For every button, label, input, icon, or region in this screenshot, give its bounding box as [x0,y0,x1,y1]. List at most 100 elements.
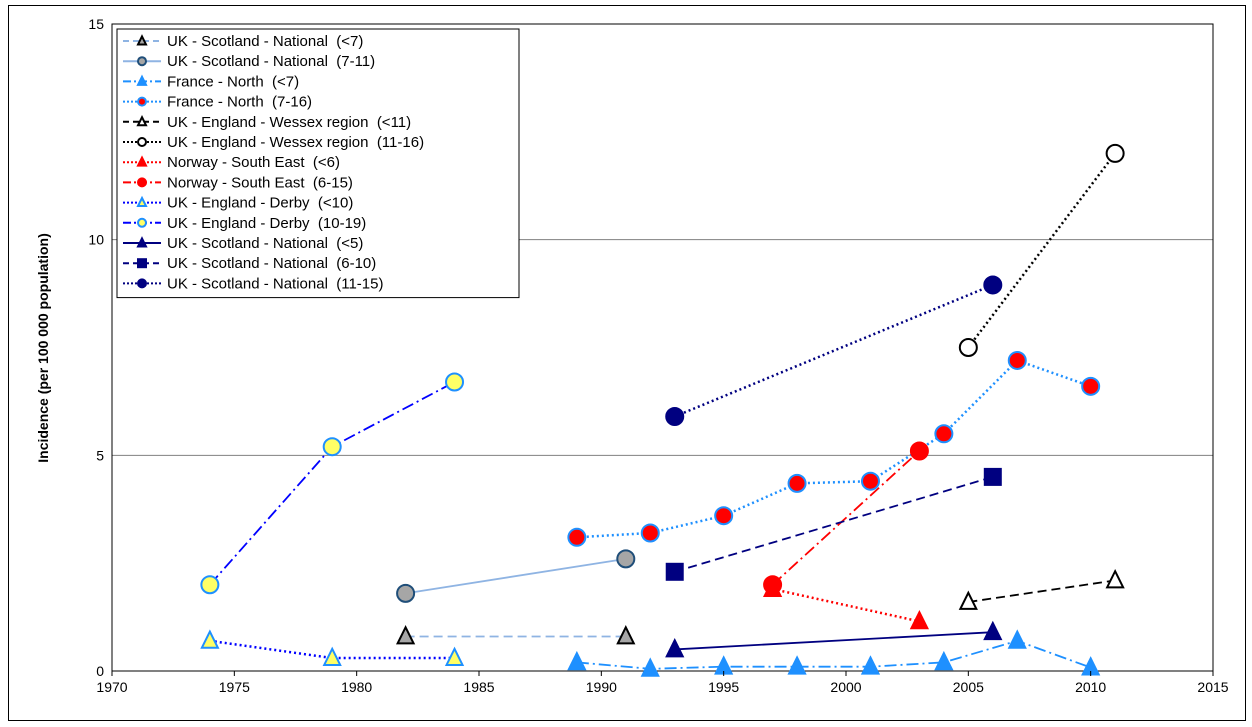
legend-swatch-marker [137,96,147,107]
series-4 [958,568,1125,610]
legend-box [116,28,520,299]
data-point [958,338,978,357]
data-point [1007,629,1027,649]
legend-item: UK - Scotland - National (11-15) [123,275,383,292]
data-point [787,655,807,675]
data-point [983,620,1003,641]
data-point [395,625,416,645]
data-point [665,637,685,658]
legend-item: UK - Scotland - National (<5) [123,235,363,252]
data-point [909,441,929,461]
legend-label: UK - Scotland - National (7-11) [167,53,375,70]
data-point [616,549,636,569]
x-tick-label: 1990 [586,679,617,695]
legend: UK - Scotland - National (<7) UK - Scotla… [116,28,520,299]
legend-swatch-marker [137,177,147,188]
x-tick-label: 1980 [341,679,372,695]
x-tick-label: 1975 [219,679,250,695]
legend-item: UK - Scotland - National (7-11) [123,53,375,70]
x-tick-label: 2005 [953,679,984,695]
series-line [772,587,920,623]
legend-swatch-marker [136,114,148,127]
data-point [909,609,930,630]
data-point [396,583,416,603]
x-tick-label: 1985 [463,679,494,695]
legend-item: UK - Scotland - National (<7) [123,33,363,50]
data-point [444,646,465,666]
legend-label: UK - Scotland - National (<5) [167,235,363,252]
data-point [714,506,734,526]
series-line [576,358,1092,539]
data-point [445,372,465,392]
data-point [200,575,220,595]
data-point [1105,568,1125,589]
y-tick-label: 10 [88,232,104,248]
data-point [640,523,660,543]
legend-item: UK - Scotland - National (6-10) [123,255,376,272]
legend-swatch-marker [136,155,148,167]
series-line [405,557,626,595]
data-point [616,625,636,645]
legend-label: UK - England - Derby (<10) [167,195,353,212]
data-point [983,467,1002,486]
data-point [1007,350,1027,370]
data-point [787,473,807,493]
series-9 [200,372,465,595]
series-2 [567,629,1101,677]
series-7 [763,441,929,595]
legend-swatch-marker [136,236,148,248]
series-line [209,381,455,586]
data-point [1105,143,1125,163]
legend-swatch-marker [136,195,148,208]
plot-area [111,23,1214,672]
data-point [322,646,342,666]
series-12 [665,275,1003,427]
legend-item: UK - England - Wessex region (<11) [123,114,411,131]
y-tick-label: 5 [96,447,104,463]
legend-label: UK - Scotland - National (6-10) [167,255,376,272]
legend-item: UK - England - Derby (10-19) [123,215,366,232]
y-tick-label: 0 [96,663,104,679]
series-line [771,450,921,586]
data-point [567,650,587,671]
series-layer [200,143,1125,677]
data-point [1081,376,1101,396]
data-point [983,275,1003,295]
legend-swatch-marker [137,258,147,269]
series-10 [665,620,1003,658]
data-point [200,629,220,649]
legend-swatch-marker [137,217,147,228]
series-1 [396,549,636,603]
data-point [665,407,685,427]
series-line [209,639,455,660]
series-0 [395,625,636,645]
data-point [763,575,783,595]
data-point [567,527,587,547]
legend-label: Norway - South East (6-15) [167,174,353,191]
y-axis-label: Incidence (per 100 000 population) [35,233,51,463]
series-8 [200,629,465,666]
legend-swatch-marker [137,137,147,147]
axes: 0 5 10 15 1970 1975 1980 1985 1990 1995 2000 2005 20… [88,16,1228,695]
legend-swatch-marker [137,278,147,289]
x-tick-label: 2000 [830,679,861,695]
x-tick-label: 1995 [708,679,739,695]
data-point [860,471,880,491]
data-point [640,657,660,677]
legend-label: UK - Scotland - National (<7) [167,33,363,50]
data-point [958,590,978,610]
series-5 [958,143,1125,357]
series-line [674,283,994,418]
x-tick-label: 2015 [1197,679,1228,695]
data-point [934,424,954,444]
legend-label: UK - Scotland - National (11-15) [167,275,383,292]
legend-swatch-marker [137,56,147,67]
legend-item: France - North (7-16) [123,94,312,111]
data-point [322,437,342,457]
legend-label: UK - England - Derby (10-19) [167,215,366,232]
legend-item: UK - England - Wessex region (11-16) [123,134,424,151]
legend-item: France - North (<7) [123,73,299,90]
legend-label: UK - England - Wessex region (<11) [167,114,411,131]
series-11 [665,467,1002,581]
